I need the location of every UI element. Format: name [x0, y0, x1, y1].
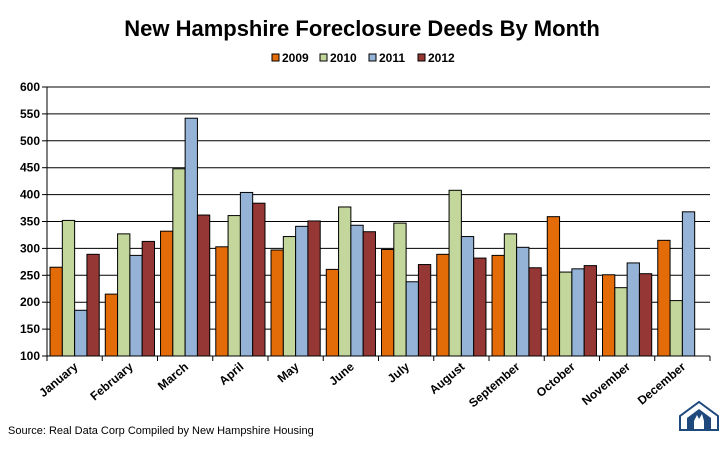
bar-2010-may: [282, 236, 297, 357]
bar-2010-october: [559, 271, 573, 357]
x-tick-label: January: [36, 359, 81, 400]
x-tick-label: August: [427, 360, 468, 397]
y-tick-label: 500: [20, 134, 40, 148]
bar-2010-december: [669, 300, 683, 357]
y-tick-label: 350: [20, 215, 40, 229]
bar-2010-november: [614, 287, 628, 357]
y-tick-label: 300: [20, 241, 40, 255]
y-tick-label: 100: [20, 349, 40, 363]
bar-2011-september: [516, 246, 530, 357]
bar-2010-june: [338, 206, 352, 357]
new-hampshire-housing-logo-icon: [679, 400, 719, 431]
x-axis-ticks: January February March April May June July Augu…: [36, 359, 688, 410]
bar-2012-may: [307, 220, 321, 357]
x-tick-label: April: [216, 360, 246, 388]
bar-2009-april: [215, 246, 229, 357]
bar-2011-april: [239, 191, 254, 357]
bar-2012-january: [86, 253, 100, 357]
x-tick-label: September: [466, 359, 523, 410]
x-tick-label: June: [326, 359, 357, 388]
y-tick-label: 250: [20, 268, 40, 282]
y-axis-ticks: 100 150 200 250 300 350 400 450 500 550 600: [20, 80, 40, 363]
bar-2010-february: [117, 233, 131, 357]
bar-2009-february: [104, 293, 119, 357]
legend-swatch-2011: [368, 53, 377, 62]
bar-2009-march: [160, 230, 174, 357]
legend-label-2011: 2011: [379, 51, 405, 65]
bar-2012-august: [473, 257, 487, 357]
legend-swatch-2010: [319, 53, 328, 62]
bar-2009-december: [657, 239, 671, 357]
bar-2011-october: [571, 268, 585, 357]
legend-label-2012: 2012: [428, 51, 455, 65]
bar-2012-june: [362, 231, 376, 357]
x-tick-label: July: [385, 359, 413, 385]
bar-2009-september: [491, 254, 505, 357]
bar-2010-march: [172, 168, 186, 357]
y-tick-label: 550: [20, 107, 40, 121]
gridlines: [42, 86, 711, 361]
bar-2012-october: [583, 265, 597, 357]
y-tick-label: 150: [20, 322, 40, 336]
bar-2010-september: [503, 233, 518, 357]
bar-2009-july: [381, 248, 395, 357]
y-tick-label: 400: [20, 188, 40, 202]
chart-title: New Hampshire Foreclosure Deeds By Month: [124, 16, 600, 41]
x-tick-label: March: [155, 360, 191, 393]
bar-2009-june: [325, 268, 340, 357]
bar-2010-april: [227, 215, 241, 357]
legend-label-2010: 2010: [330, 51, 357, 65]
bar-2012-march: [196, 214, 211, 357]
bar-2009-october: [546, 216, 561, 357]
axes: [46, 87, 710, 357]
y-tick-label: 600: [20, 80, 40, 94]
y-tick-label: 450: [20, 161, 40, 175]
legend-swatch-2009: [271, 53, 280, 62]
bar-2012-april: [252, 202, 266, 357]
bar-2009-august: [436, 253, 450, 357]
bar-2011-november: [626, 262, 640, 357]
bar-2011-july: [405, 281, 419, 357]
x-tick-label: February: [87, 359, 136, 403]
bar-2012-september: [528, 267, 542, 357]
source-note: Source: Real Data Corp Compiled by New H…: [8, 425, 314, 437]
bar-2010-august: [448, 189, 462, 357]
legend-swatch-2012: [417, 53, 426, 62]
bar-2010-july: [393, 222, 407, 357]
bar-2009-may: [270, 249, 284, 357]
bar-2011-january: [74, 309, 88, 357]
y-tick-label: 200: [20, 295, 40, 309]
x-tick-label: October: [534, 359, 578, 400]
bar-2012-february: [141, 240, 155, 357]
x-tick-label: November: [579, 359, 633, 408]
x-tick-label: May: [275, 359, 302, 385]
bars: [49, 117, 696, 357]
bar-2012-november: [638, 273, 653, 357]
legend-label-2009: 2009: [282, 51, 309, 65]
bar-2011-august: [460, 236, 475, 357]
bar-2011-february: [129, 254, 143, 357]
bar-2009-november: [602, 274, 616, 357]
bar-2012-july: [417, 264, 432, 357]
bar-2011-december: [681, 211, 696, 357]
x-tick-label: December: [635, 359, 689, 407]
bar-2011-march: [184, 117, 198, 357]
bar-2009-january: [49, 266, 63, 357]
bar-2011-june: [350, 224, 364, 357]
bar-2011-may: [295, 225, 309, 357]
legend: 2009 2010 2011 2012: [271, 51, 455, 65]
bar-2010-january: [61, 219, 76, 357]
